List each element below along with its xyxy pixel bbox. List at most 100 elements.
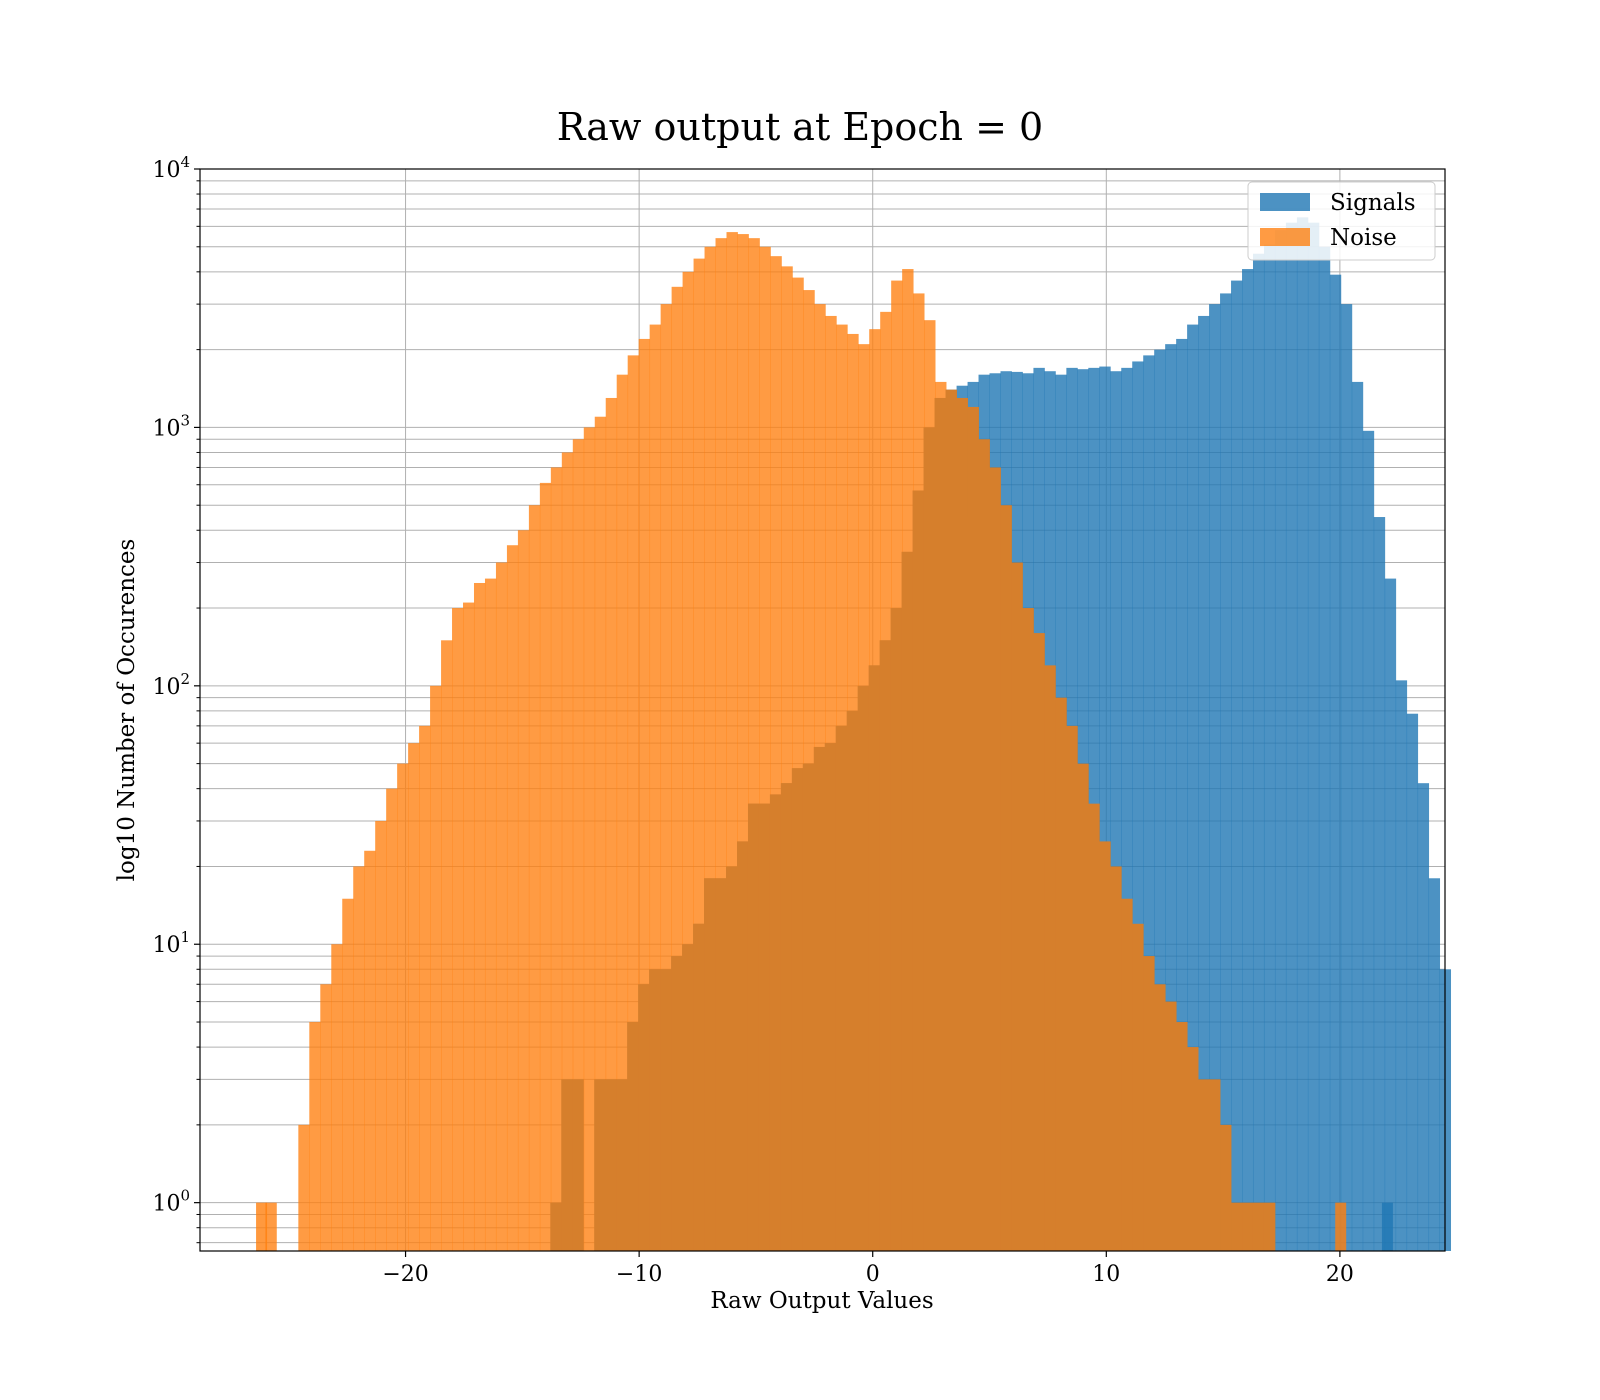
overlap-bar (912, 490, 925, 1251)
overlap-bar (923, 427, 936, 1251)
signals-bar (1132, 361, 1144, 1251)
overlap-bar (802, 763, 815, 1251)
overlap-bar (1252, 1202, 1265, 1251)
x-axis-ticks: −20 −10 0 10 20 (382, 1251, 1354, 1287)
noise-bar (726, 232, 738, 1252)
signals-bar (1285, 222, 1298, 1251)
noise-bar (320, 984, 332, 1251)
signals-bar (1252, 253, 1265, 1252)
overlap-bar (704, 878, 716, 1251)
overlap-bar (1121, 898, 1133, 1251)
signals-bar (1263, 244, 1276, 1251)
overlap-bar (1220, 1124, 1232, 1251)
noise-bar (627, 355, 640, 1251)
signals-bar (1274, 230, 1287, 1251)
overlap-bar (868, 665, 881, 1251)
overlap-bar (1033, 633, 1045, 1251)
legend-label-signals: Signals (1330, 190, 1416, 216)
noise-bar (572, 439, 585, 1251)
signals-bar (1176, 338, 1188, 1251)
overlap-bar (846, 710, 859, 1251)
overlap-bar (1022, 608, 1034, 1251)
signals-bar (1165, 344, 1177, 1251)
noise-bar (298, 1124, 310, 1251)
legend-swatch-signals (1260, 193, 1310, 211)
overlap-bar (1263, 1202, 1276, 1251)
overlap-bar (956, 397, 968, 1252)
overlap-bar (890, 608, 903, 1251)
overlap-bar (605, 1079, 617, 1251)
overlap-bar (1088, 803, 1100, 1251)
overlap-bar (1077, 763, 1089, 1251)
noise-bar (759, 246, 771, 1252)
y-axis-ticks: 100 101 102 103 104 (152, 153, 200, 1244)
overlap-bar (1143, 956, 1155, 1251)
overlap-bar (1242, 1202, 1254, 1251)
noise-bar (463, 602, 475, 1251)
signals-bar (1231, 280, 1243, 1252)
overlap-bar (627, 1022, 639, 1251)
overlap-bar (989, 467, 1001, 1251)
y-tick-label: 101 (152, 928, 190, 958)
y-tick-label: 100 (152, 1187, 190, 1217)
noise-bar (309, 1022, 321, 1251)
overlap-bar (671, 956, 683, 1251)
overlap-bar (1110, 866, 1122, 1251)
noise-bar (561, 452, 574, 1252)
overlap-bar (1132, 923, 1144, 1251)
signals-bar (1110, 371, 1122, 1252)
overlap-bar (1044, 665, 1056, 1251)
overlap-bar (747, 803, 760, 1251)
y-tick-label: 104 (152, 153, 190, 183)
overlap-bar (835, 725, 848, 1251)
x-tick-label: 20 (1326, 1262, 1354, 1287)
histogram-bars (256, 217, 1452, 1252)
noise-bar (605, 397, 618, 1252)
signals-bar (1099, 366, 1111, 1251)
overlap-bar (1187, 1047, 1199, 1251)
noise-bar (408, 743, 420, 1251)
noise-bar (550, 467, 563, 1251)
noise-bar (375, 820, 387, 1251)
noise-bar (649, 324, 662, 1252)
overlap-bar (1099, 841, 1111, 1251)
noise-bar (715, 238, 727, 1251)
noise-bar (419, 725, 431, 1251)
noise-bar (616, 374, 629, 1251)
noise-bar (397, 763, 409, 1251)
overlap-bar (945, 389, 957, 1251)
noise-bar (517, 530, 530, 1251)
overlap-bar (594, 1079, 606, 1251)
overlap-bar (791, 768, 804, 1251)
signals-bar (1351, 381, 1364, 1251)
x-axis-label: Raw Output Values (710, 1288, 933, 1314)
noise-bar (430, 685, 442, 1251)
overlap-bar (824, 743, 837, 1251)
signals-bar (1395, 680, 1408, 1251)
noise-bar (353, 866, 365, 1251)
noise-bar (781, 266, 793, 1251)
y-tick-label: 103 (152, 411, 190, 441)
legend-swatch-noise (1260, 228, 1310, 246)
overlap-bar (857, 685, 870, 1251)
chart-title: Raw output at Epoch = 0 (557, 105, 1043, 149)
signals-bar (1209, 304, 1221, 1251)
overlap-bar (572, 1079, 584, 1251)
signals-bar (1187, 324, 1199, 1252)
x-tick-label: 10 (1092, 1262, 1120, 1287)
noise-bar (682, 271, 694, 1252)
y-tick-label: 102 (152, 670, 190, 700)
signals-bar (1296, 217, 1309, 1252)
overlap-bar (660, 969, 672, 1251)
noise-bar (528, 505, 541, 1251)
outlier-bar (256, 1202, 268, 1251)
overlap-bar (934, 397, 946, 1252)
noise-bar (748, 238, 760, 1251)
noise-bar (594, 416, 607, 1252)
x-tick-label: 0 (866, 1262, 880, 1287)
signals-bar (1121, 367, 1133, 1251)
noise-bar (704, 246, 716, 1252)
noise-bar (539, 482, 552, 1251)
noise-bar (441, 640, 453, 1251)
overlap-bar (1011, 562, 1023, 1251)
